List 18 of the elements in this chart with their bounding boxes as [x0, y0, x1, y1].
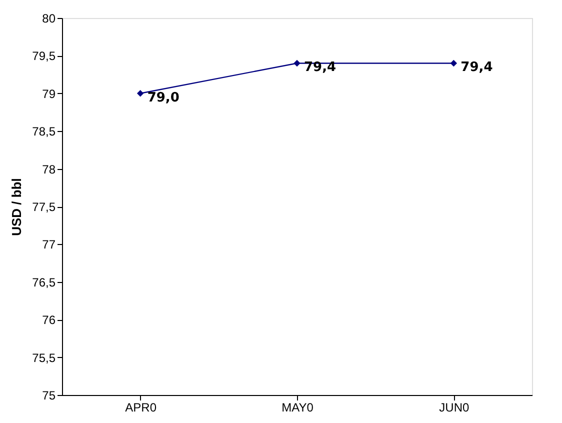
x-tick-label: APR0 [125, 400, 157, 414]
y-tick-label: 77 [42, 238, 56, 252]
y-tick-label: 80 [42, 12, 56, 26]
y-tick-label: 79 [42, 86, 56, 101]
y-axis-title: USD / bbl [9, 178, 24, 236]
data-label: 79,4 [460, 60, 493, 76]
y-tick-label: 76,5 [32, 275, 56, 290]
y-tick-label: 76 [42, 313, 56, 328]
y-tick-label: 79,5 [32, 49, 56, 64]
y-tick-label: 78,5 [32, 124, 56, 139]
x-tick-label: JUN0 [439, 400, 470, 414]
y-tick-label: 77,5 [32, 200, 56, 214]
data-label: 79,4 [304, 60, 336, 76]
data-label: 79,0 [147, 90, 180, 106]
y-tick-label: 75 [42, 388, 56, 402]
y-tick-label: 75,5 [32, 350, 56, 365]
x-tick-label: MAY0 [282, 400, 314, 414]
y-tick-label: 78 [42, 162, 56, 176]
